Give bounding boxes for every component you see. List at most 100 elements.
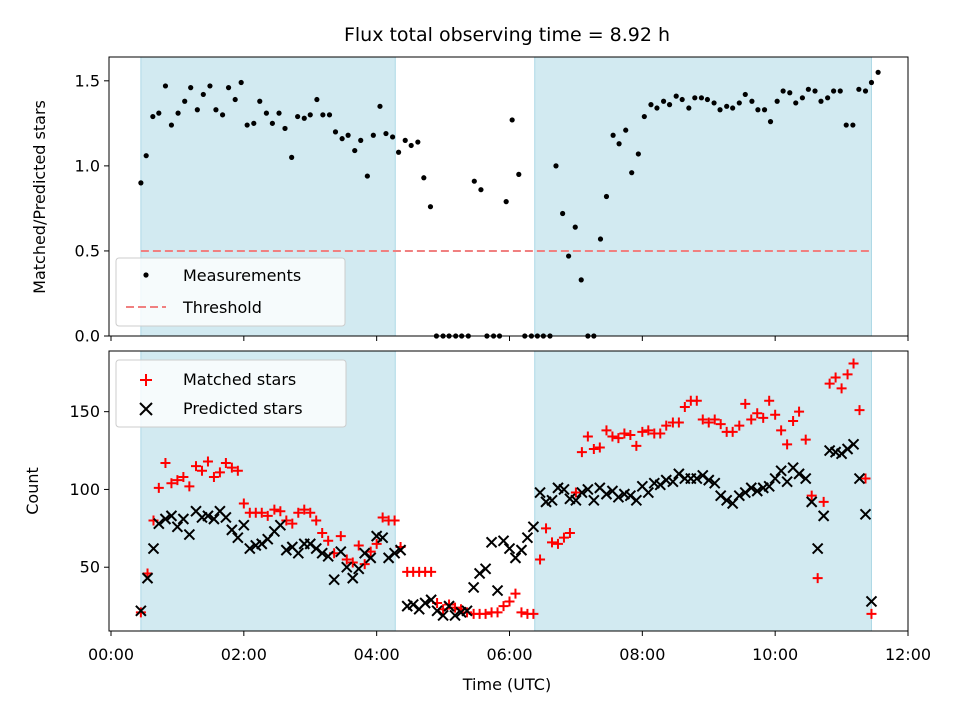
predicted-stars-point — [244, 542, 256, 555]
matched-stars-point — [842, 369, 853, 380]
matched-stars-point — [444, 599, 455, 610]
predicted-stars-point — [202, 510, 214, 522]
matched-stars-point — [752, 408, 763, 419]
predicted-stars-point — [630, 494, 643, 507]
legend-measurements-marker — [143, 272, 149, 278]
measurement-point — [553, 163, 559, 169]
matched-stars-point — [818, 496, 829, 507]
matched-stars-point — [232, 465, 243, 476]
predicted-stars-point — [159, 513, 172, 525]
measurement-point — [332, 129, 339, 135]
measurement-point — [717, 107, 723, 113]
measurement-point — [232, 96, 238, 103]
x-tick-label: 10:00 — [752, 645, 798, 664]
measurement-point — [749, 98, 755, 104]
measurement-point — [150, 113, 156, 120]
measurement-point — [686, 105, 692, 111]
measurement-point — [402, 137, 408, 143]
measurement-point — [641, 113, 647, 120]
measurement-point — [307, 112, 313, 118]
legend-matched-marker — [140, 374, 152, 386]
predicted-stars-point — [238, 519, 250, 531]
matched-stars-point — [317, 528, 328, 538]
predicted-stars-point — [274, 519, 287, 531]
matched-stars-point — [461, 607, 472, 618]
matched-stars-point — [359, 559, 370, 570]
matched-stars-point — [625, 430, 636, 440]
matched-stars-point — [293, 507, 304, 518]
ratio-y-tick-label: 1.0 — [75, 156, 100, 175]
measurement-point — [767, 119, 774, 125]
matched-stars-point — [588, 444, 599, 454]
measurement-point — [623, 127, 629, 133]
measurement-point — [326, 112, 333, 118]
measurement-point — [320, 112, 326, 118]
measurement-point — [314, 96, 320, 103]
matched-stars-point — [323, 535, 334, 546]
matched-stars-point — [426, 566, 437, 577]
measurement-point — [377, 103, 383, 109]
measurement-point — [175, 110, 181, 116]
measurement-point — [282, 125, 288, 132]
matched-stars-point — [226, 462, 237, 473]
legend-matched-label: Matched stars — [183, 370, 296, 389]
measurement-point — [560, 210, 566, 217]
matched-stars-point — [371, 538, 382, 549]
predicted-stars-point — [220, 511, 232, 524]
matched-stars-point — [528, 608, 539, 619]
x-tick-label: 04:00 — [354, 645, 400, 664]
matched-stars-point — [238, 498, 249, 509]
shade-interval-1 — [534, 350, 872, 632]
matched-stars-point — [353, 540, 364, 551]
predicted-stars-point — [425, 594, 437, 606]
predicted-stars-point — [817, 510, 830, 522]
matched-stars-point — [764, 395, 775, 406]
matched-stars-point — [172, 475, 183, 486]
matched-stars-point — [535, 554, 546, 565]
x-axis-label: Time (UTC) — [462, 675, 551, 694]
measurement-point — [629, 170, 635, 176]
matched-stars-point — [576, 447, 587, 458]
measurement-point — [370, 132, 376, 138]
measurement-point — [219, 112, 226, 118]
predicted-stars-point — [642, 486, 655, 499]
matched-stars-point — [758, 412, 769, 423]
matched-stars-point — [564, 528, 575, 538]
predicted-stars-point — [515, 544, 528, 556]
predicted-stars-point — [208, 513, 220, 525]
measurement-point — [730, 105, 736, 111]
ratio-panel: 0.0 0.5 1.0 1.5 Matched/Predicted stars Mea… — [30, 56, 909, 346]
predicted-stars-point — [805, 496, 818, 508]
measurement-point — [799, 95, 805, 101]
predicted-stars-point — [419, 597, 431, 609]
predicted-stars-point — [226, 524, 238, 536]
measurement-point — [263, 110, 270, 116]
predicted-stars-point — [292, 547, 304, 559]
matched-stars-point — [824, 378, 835, 389]
measurement-point — [660, 98, 667, 104]
predicted-stars-point — [322, 550, 334, 563]
predicted-stars-point — [691, 472, 703, 485]
predicted-stars-point — [479, 563, 492, 575]
measurement-point — [610, 132, 616, 138]
predicted-stars-point — [521, 531, 534, 544]
measurement-point — [850, 122, 856, 128]
matched-stars-point — [776, 425, 787, 436]
measurement-point — [352, 147, 358, 154]
predicted-stars-point — [800, 472, 812, 485]
predicted-stars-point — [491, 584, 504, 597]
measurement-point — [213, 107, 219, 113]
measurement-point — [339, 136, 345, 142]
measurement-point — [566, 253, 572, 259]
measurement-point — [862, 88, 869, 94]
measurement-point — [251, 120, 257, 126]
predicted-stars-point — [443, 600, 455, 612]
measurement-point — [143, 153, 149, 159]
count-axes-frame — [108, 350, 909, 632]
measurement-point — [503, 199, 509, 205]
matched-stars-point — [153, 482, 164, 493]
predicted-stars-point — [576, 486, 588, 499]
predicted-stars-point — [388, 547, 401, 559]
count-legend-box — [115, 359, 347, 428]
matched-stars-point — [341, 554, 352, 565]
